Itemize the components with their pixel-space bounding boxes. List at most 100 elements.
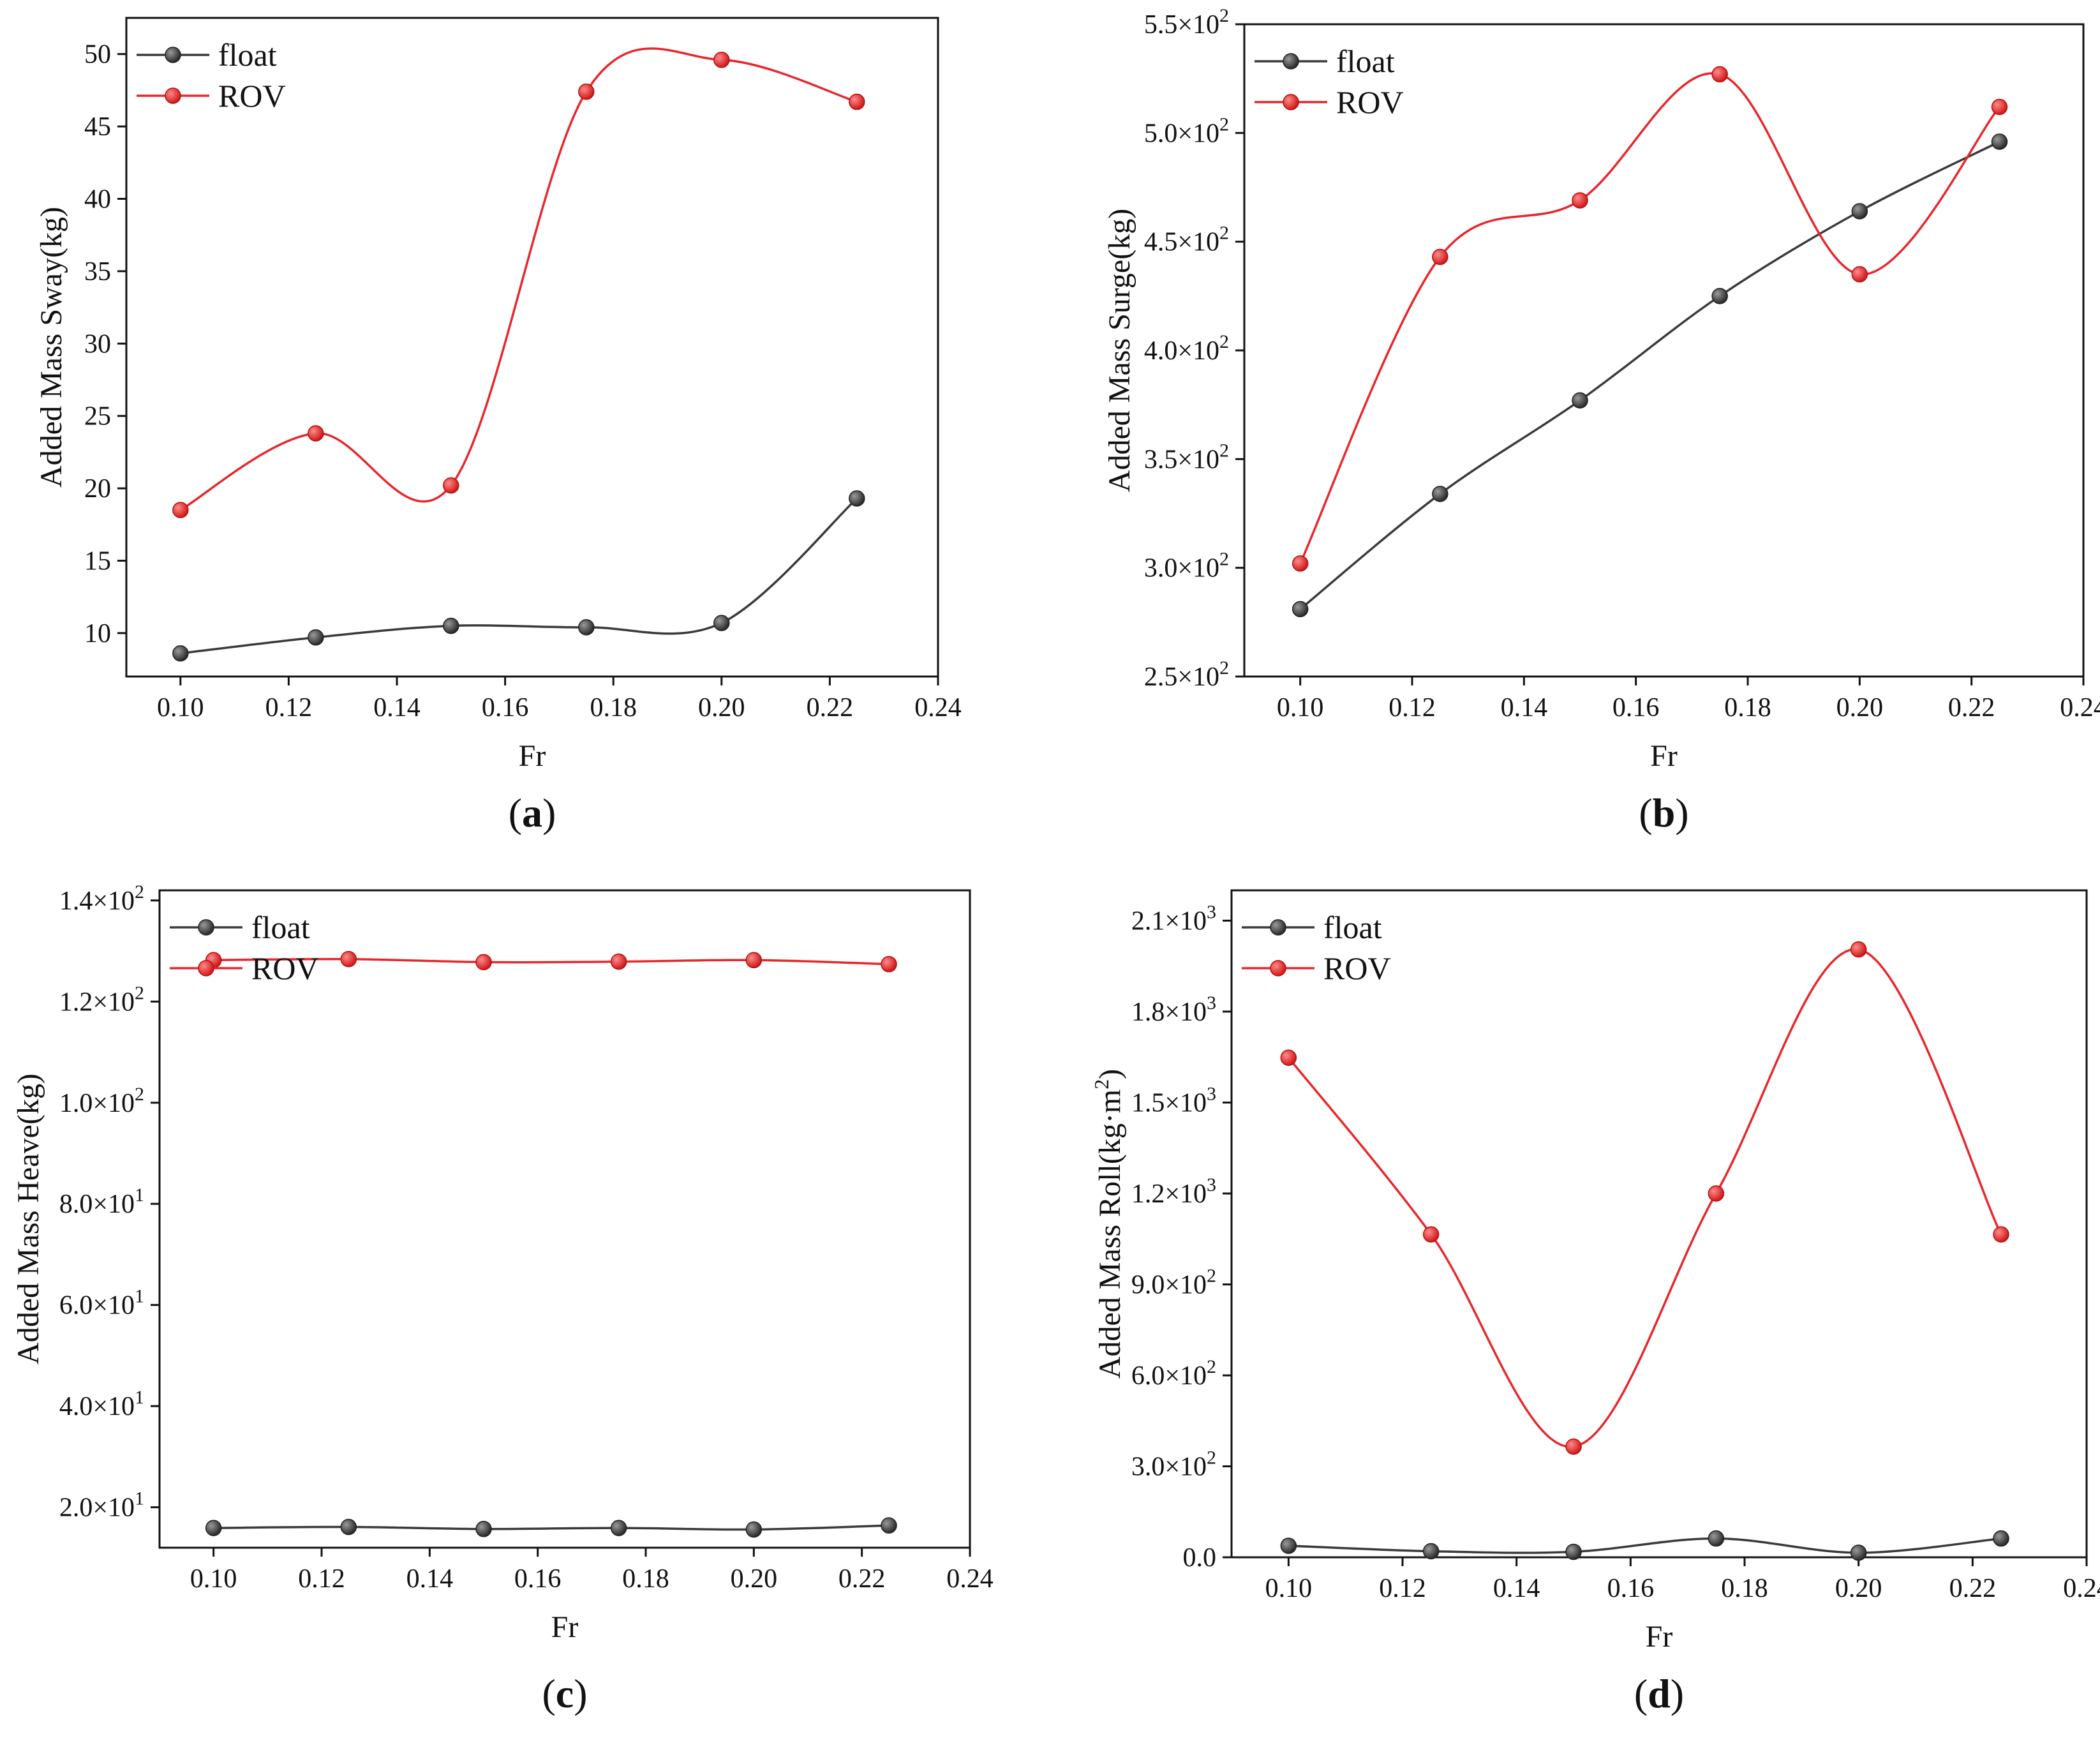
x-tick-label: 0.14 (373, 693, 421, 722)
data-point-float (172, 645, 189, 662)
y-tick-label: 4.0×102 (1144, 331, 1229, 366)
x-tick-label: 0.14 (1493, 1574, 1540, 1603)
y-tick-label: 6.0×102 (1131, 1356, 1216, 1391)
x-tick-label: 0.24 (914, 693, 962, 722)
y-tick-label: 9.0×102 (1131, 1266, 1216, 1300)
x-tick-label: 0.20 (698, 693, 745, 722)
data-point-float (578, 619, 595, 636)
y-tick-label: 5.5×102 (1144, 5, 1229, 40)
y-axis-title: Added Mass Surge(kg) (1103, 209, 1136, 492)
series-line-float (1299, 140, 2000, 610)
series-line-float (1288, 1537, 2002, 1554)
y-tick-label: 20 (84, 474, 111, 504)
x-tick-label: 0.24 (2063, 1574, 2100, 1603)
y-tick-label: 1.2×102 (59, 982, 144, 1017)
y-tick-label: 8.0×101 (59, 1185, 144, 1219)
y-tick-label: 40 (84, 185, 111, 214)
y-tick-label: 1.8×103 (1131, 992, 1216, 1027)
data-point-float (881, 1517, 897, 1534)
data-point-float (1432, 486, 1448, 502)
x-tick-label: 0.16 (1607, 1574, 1655, 1603)
data-point-rov (1851, 266, 1868, 283)
x-tick-label: 0.14 (406, 1564, 454, 1594)
panel-caption: (d) (1634, 1671, 1684, 1716)
panel-a: 0.10 0.12 0.14 0.16 0.18 0.20 0.22 0.24 10 15 20 25… (34, 17, 962, 835)
data-point-float (849, 490, 865, 507)
data-point-rov (1292, 555, 1309, 572)
legend-swatch-marker (165, 47, 181, 63)
data-point-rov (1850, 941, 1867, 958)
y-tick-label: 1.4×102 (59, 881, 144, 916)
x-tick-label: 0.18 (1721, 1574, 1768, 1603)
panel-d: 0.10 0.12 0.14 0.16 0.18 0.20 0.22 0.24 0.0 3.0×1… (1090, 889, 2100, 1716)
data-point-float (1991, 133, 2008, 150)
data-point-rov (1708, 1185, 1725, 1202)
x-tick-label: 0.20 (731, 1564, 778, 1594)
x-axis-title: Fr (519, 739, 546, 773)
legend-swatch-marker (1283, 94, 1299, 110)
x-tick-label: 0.12 (298, 1564, 345, 1594)
y-tick-label: 1.0×102 (59, 1084, 144, 1118)
y-tick-label: 4.5×102 (1144, 223, 1229, 257)
data-point-float (1851, 203, 1868, 220)
data-point-float (1572, 392, 1588, 409)
data-point-rov (443, 477, 459, 494)
series-line-rov (1299, 72, 2000, 564)
x-tick-label: 0.14 (1501, 693, 1548, 722)
y-axis-title: Added Mass Roll(kg·m2) (1090, 1069, 1127, 1379)
y-axis-title: Added Mass Sway(kg) (34, 207, 68, 488)
data-point-float (610, 1520, 627, 1536)
data-point-float (745, 1521, 763, 1538)
series-line-rov (179, 47, 858, 511)
legend-label: float (1336, 43, 1395, 79)
x-tick-label: 0.22 (1948, 693, 1995, 722)
x-tick-label: 0.18 (590, 693, 637, 722)
data-point-rov (475, 954, 492, 971)
y-tick-label: 4.0×101 (59, 1387, 144, 1421)
data-point-rov (849, 93, 865, 110)
x-axis-title: Fr (1646, 1620, 1673, 1654)
y-tick-label: 50 (84, 40, 111, 70)
y-tick-label: 0.0 (1183, 1543, 1217, 1573)
y-tick-label: 2.5×102 (1144, 657, 1229, 692)
x-tick-label: 0.16 (514, 1564, 562, 1594)
legend-swatch-marker (1270, 919, 1286, 936)
y-tick-label: 3.5×102 (1144, 440, 1229, 474)
y-tick-label: 1.5×103 (1131, 1084, 1216, 1118)
data-point-float (713, 615, 730, 631)
legend-swatch-marker (198, 960, 214, 976)
data-point-rov (1432, 248, 1448, 266)
y-tick-label: 10 (84, 619, 111, 648)
y-tick-label: 15 (84, 547, 111, 576)
x-tick-label: 0.10 (1265, 1574, 1313, 1603)
y-tick-label: 5.0×102 (1144, 114, 1229, 148)
series-line-rov (213, 957, 890, 966)
x-tick-label: 0.18 (622, 1564, 669, 1594)
data-point-rov (1280, 1049, 1297, 1066)
data-point-float (475, 1520, 492, 1537)
x-tick-label: 0.22 (1949, 1574, 1997, 1603)
panel-caption: (a) (509, 790, 556, 835)
data-point-float (308, 629, 324, 646)
series-line-float (180, 497, 858, 655)
y-tick-label: 35 (84, 257, 111, 287)
y-tick-label: 1.2×103 (1131, 1174, 1216, 1209)
legend-label: ROV (1323, 950, 1391, 986)
data-point-rov (610, 953, 627, 970)
plot-frame (1230, 889, 2088, 1559)
panel-c: 0.10 0.12 0.14 0.16 0.18 0.20 0.22 0.24 2.0×101 4… (11, 881, 994, 1716)
data-point-rov (1422, 1226, 1440, 1243)
legend-label: ROV (251, 950, 319, 986)
data-point-float (340, 1518, 357, 1536)
data-point-float (1292, 601, 1309, 618)
y-tick-label: 2.1×103 (1131, 902, 1216, 936)
x-tick-label: 0.12 (265, 693, 313, 722)
legend-label: float (1323, 909, 1382, 945)
data-point-float (1422, 1543, 1440, 1560)
data-point-rov (308, 425, 324, 442)
x-tick-label: 0.18 (1724, 693, 1771, 722)
x-tick-label: 0.12 (1379, 1574, 1426, 1603)
x-axis-title: Fr (1650, 739, 1678, 773)
data-point-rov (340, 951, 357, 968)
